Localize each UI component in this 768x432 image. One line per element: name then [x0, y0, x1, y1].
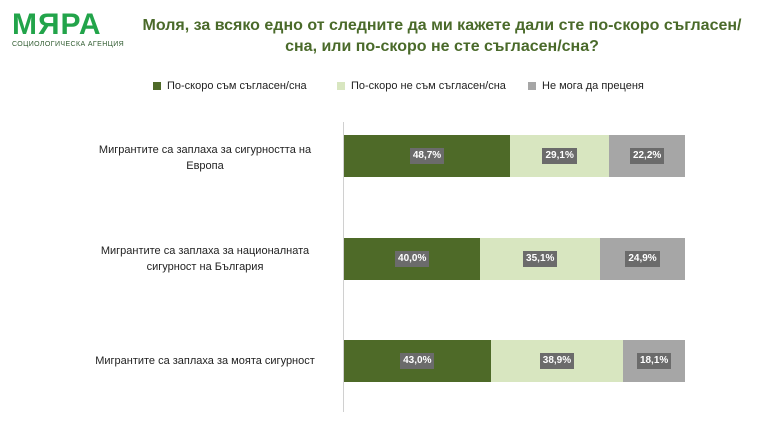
logo: МЯРА СОЦИОЛОГИЧЕСКА АГЕНЦИЯ	[12, 8, 125, 49]
legend-swatch	[528, 82, 536, 90]
legend-item: По-скоро не съм съгласен/сна	[337, 80, 506, 92]
bar-row: 40,0% 35,1% 24,9%	[344, 238, 685, 280]
data-label: 35,1%	[523, 251, 558, 267]
legend-swatch	[153, 82, 161, 90]
data-label: 43,0%	[400, 353, 435, 369]
legend-label: По-скоро съм съгласен/сна	[167, 80, 307, 92]
data-label: 48,7%	[409, 148, 445, 164]
logo-mark: МЯРА	[12, 8, 102, 41]
bar-row: 48,7% 29,1% 22,2%	[344, 135, 685, 177]
bar-segment: 40,0%	[344, 238, 481, 280]
legend-item: Не мога да преценя	[528, 80, 644, 92]
category-label: Мигрантите са заплаха за сигурността на …	[98, 144, 312, 172]
logo-subtitle: СОЦИОЛОГИЧЕСКА АГЕНЦИЯ	[12, 41, 125, 48]
bar-segment: 48,7%	[344, 135, 511, 177]
legend-swatch	[337, 82, 345, 90]
category-label: Мигрантите са заплаха за националната си…	[100, 245, 310, 273]
data-label: 29,1%	[542, 148, 577, 164]
legend-item: По-скоро съм съгласен/сна	[153, 80, 307, 92]
bar-segment: 18,1%	[623, 340, 685, 382]
data-label: 22,2%	[629, 148, 665, 164]
bar-segment: 29,1%	[510, 135, 610, 177]
bar-segment: 22,2%	[609, 135, 685, 177]
legend-label: По-скоро не съм съгласен/сна	[351, 80, 506, 92]
bar-segment: 43,0%	[344, 340, 491, 382]
category-label: Мигрантите са заплаха за моята сигурност	[95, 355, 315, 367]
category-axis-line	[343, 122, 344, 412]
chart-title: Моля, за всяко едно от следните да ми ка…	[142, 17, 742, 55]
bar-segment: 24,9%	[600, 238, 685, 280]
data-label: 38,9%	[539, 353, 575, 369]
data-label: 24,9%	[625, 251, 660, 267]
data-label: 18,1%	[636, 353, 672, 369]
bar-row: 43,0% 38,9% 18,1%	[344, 340, 685, 382]
legend: По-скоро съм съгласен/сна По-скоро не съм…	[0, 80, 768, 98]
legend-label: Не мога да преценя	[542, 80, 644, 92]
data-label: 40,0%	[395, 251, 430, 267]
bar-segment: 38,9%	[490, 340, 624, 382]
bar-segment: 35,1%	[480, 238, 601, 280]
